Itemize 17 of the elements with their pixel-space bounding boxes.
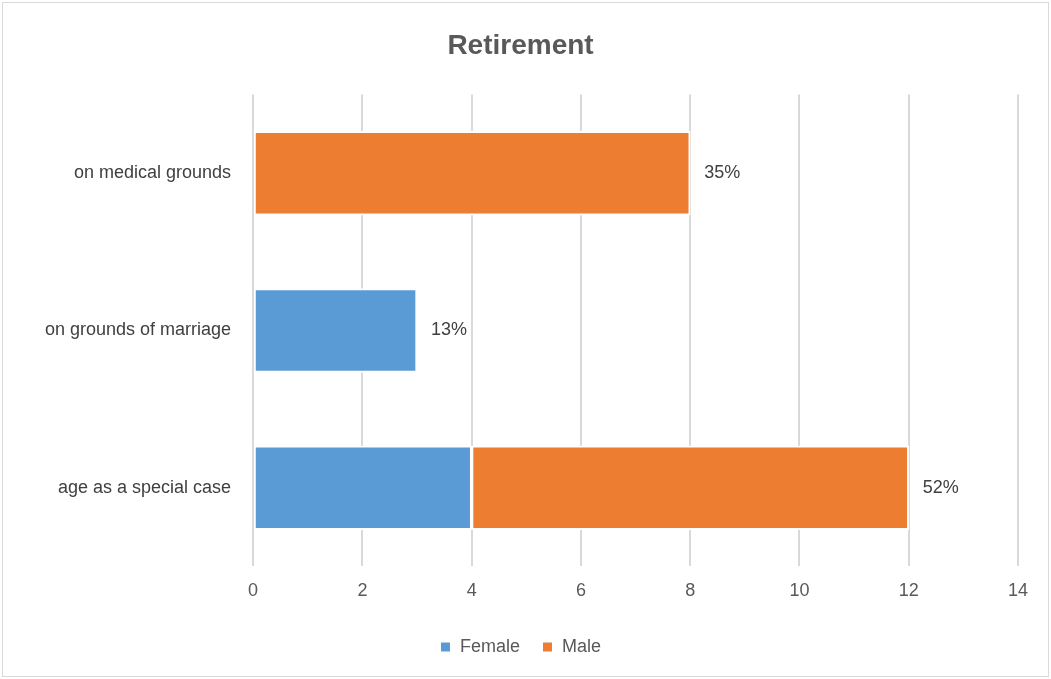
x-tick-label: 8 bbox=[685, 580, 696, 601]
annotation: 35% bbox=[704, 162, 741, 183]
legend-label: Female bbox=[459, 635, 521, 656]
annotation: 13% bbox=[431, 319, 468, 340]
x-tick-label: 0 bbox=[248, 580, 259, 601]
x-tick-label: 4 bbox=[466, 580, 477, 601]
x-tick-label: 6 bbox=[575, 580, 586, 601]
x-tick-label: 10 bbox=[789, 580, 810, 601]
legend-label: Male bbox=[562, 635, 602, 656]
y-tick-label: on grounds of marriage bbox=[45, 319, 232, 340]
x-tick-label: 14 bbox=[1007, 580, 1029, 601]
chart-title: Retirement bbox=[447, 28, 594, 60]
y-tick-label: on medical grounds bbox=[74, 162, 232, 183]
x-tick-label: 12 bbox=[898, 580, 919, 601]
y-tick-label: age as a special case bbox=[58, 476, 232, 497]
annotation: 52% bbox=[922, 476, 959, 497]
x-tick-label: 2 bbox=[357, 580, 368, 601]
